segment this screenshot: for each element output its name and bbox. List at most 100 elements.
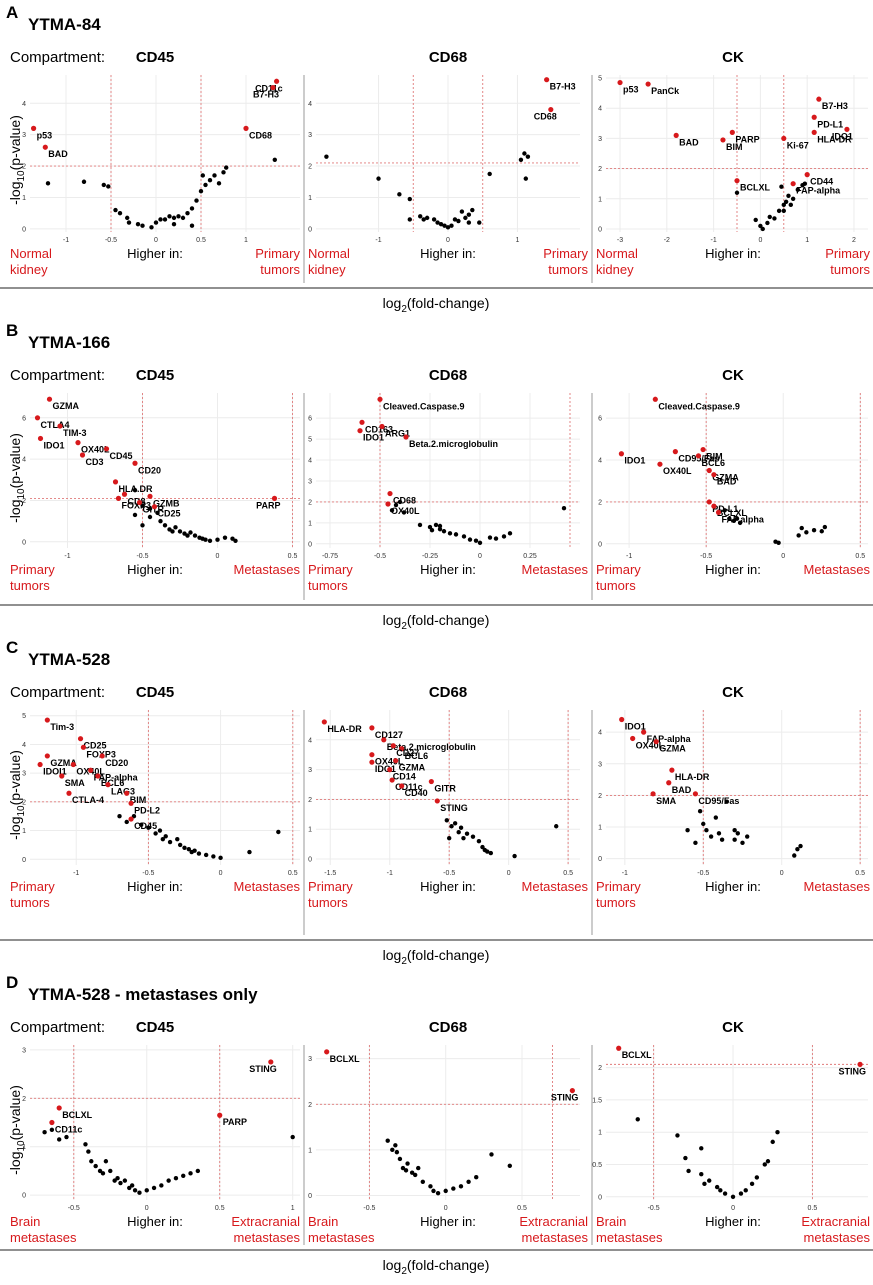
data-point [397, 1156, 403, 1162]
subplot-ck: CK -1 -0.5 0 0.5 0 2 4 6 Cleaved.Caspase.9 IDO1 CD9… [596, 367, 870, 593]
significant-point [548, 106, 554, 113]
data-point [753, 217, 758, 223]
y-tick-label: 2 [598, 793, 602, 800]
panel-letter: A [6, 3, 18, 22]
data-point [100, 1171, 106, 1176]
point-label: BCLXL [622, 1050, 652, 1060]
point-label: CTLA-4 [72, 795, 104, 805]
y-tick-label: 4 [308, 101, 312, 108]
data-point [115, 1176, 120, 1181]
significant-point [151, 504, 158, 510]
data-point [796, 533, 801, 538]
point-label: CD11c [255, 83, 283, 93]
significant-point [387, 767, 393, 773]
data-point [160, 836, 166, 842]
data-point [118, 1180, 123, 1186]
point-label: CD14 [393, 772, 416, 782]
data-point [716, 831, 722, 836]
higher-in-label: Higher in: [705, 562, 761, 577]
significant-point [124, 790, 130, 796]
data-point [405, 1161, 410, 1166]
data-point [762, 1162, 767, 1167]
x-tick-label: -0.5 [68, 1205, 80, 1212]
significant-point [70, 761, 76, 768]
data-point [429, 527, 435, 533]
significant-point [30, 125, 37, 131]
significant-point [715, 509, 722, 515]
significant-point [711, 472, 717, 478]
data-point [433, 522, 439, 528]
higher-in-label: Higher in: [705, 1214, 761, 1229]
significant-point [128, 800, 134, 806]
higher-in-label: Higher in: [420, 879, 476, 894]
panel-b: B YTMA-166 Compartment: log2(fold-change) -l… [0, 321, 873, 632]
point-label: FAP-alpha [94, 772, 139, 782]
data-point [467, 537, 473, 542]
point-label: STING [440, 803, 468, 813]
significant-point [132, 460, 138, 466]
x-tick-label: -0.75 [322, 553, 338, 560]
data-point [445, 225, 451, 230]
point-label: BIM [726, 142, 743, 152]
group-left-label: Brain metastases [308, 1214, 375, 1245]
y-tick-label: 4 [22, 742, 26, 749]
group-right-label: Metastases [522, 562, 589, 577]
x-tick-label: 0 [446, 237, 450, 244]
data-point [198, 188, 204, 194]
x-tick-label: 0.5 [517, 1205, 527, 1212]
data-point [124, 819, 129, 825]
subplot-cd68: CD68 -0.75 -0.5 -0.25 0 0.25 0 1 2 3 4 5 6 Cleaved.Ca… [308, 367, 588, 593]
panel-title: YTMA-166 [28, 333, 110, 352]
y-tick-label: 0 [598, 1194, 602, 1201]
point-label: Cleaved.Caspase.9 [658, 401, 740, 411]
data-point [449, 824, 454, 829]
significant-point [630, 735, 636, 742]
significant-point [79, 452, 86, 458]
data-point [188, 530, 193, 535]
significant-point [389, 777, 395, 783]
data-point [162, 217, 168, 222]
point-label: CD44 [810, 177, 833, 187]
point-label: IDO1 [625, 721, 646, 731]
significant-point [618, 451, 625, 457]
significant-point [666, 780, 672, 786]
data-point [447, 531, 453, 536]
subplot-cd45: CD45 -0.5 0 0.5 1 0 1 2 3 STING BCLXL PARP CD11c Brai… [10, 1019, 300, 1245]
data-point [218, 855, 223, 861]
compartment-title: CD68 [429, 684, 467, 701]
data-point [146, 825, 151, 830]
data-point [207, 538, 213, 543]
group-left-label: Primary tumors [10, 562, 55, 593]
data-point [117, 210, 123, 216]
significant-point [669, 767, 675, 773]
x-tick-label: -1 [73, 870, 79, 877]
x-tick-label: 0.5 [855, 870, 865, 877]
data-point [765, 220, 770, 226]
significant-point [700, 446, 706, 453]
point-label: IDO1 [832, 131, 853, 141]
x-tick-label: -1 [710, 237, 716, 244]
data-point [159, 1183, 164, 1188]
point-label: HLA-DR [817, 134, 852, 144]
data-point [203, 537, 208, 542]
x-tick-label: 0.5 [288, 870, 298, 877]
data-point [474, 1175, 479, 1180]
subplot-cd68: CD68 -1.5 -1 -0.5 0 0.5 0 1 2 3 4 HLA-DR CD127 Beta.2… [308, 684, 588, 910]
x-tick-label: -0.5 [136, 553, 148, 560]
data-point [480, 844, 485, 850]
data-point [189, 223, 195, 228]
higher-in-label: Higher in: [420, 1214, 476, 1229]
data-point [470, 834, 476, 839]
point-label: CD27 [396, 748, 419, 758]
compartment-title: CD68 [429, 1019, 467, 1036]
data-point [732, 828, 737, 833]
significant-point [617, 79, 623, 86]
significant-point [57, 423, 63, 429]
significant-point [650, 791, 656, 797]
data-point [42, 1129, 47, 1135]
significant-point [95, 773, 101, 779]
higher-in-label: Higher in: [127, 879, 183, 894]
data-point [781, 202, 786, 208]
significant-point [385, 501, 391, 507]
data-point [162, 523, 168, 528]
